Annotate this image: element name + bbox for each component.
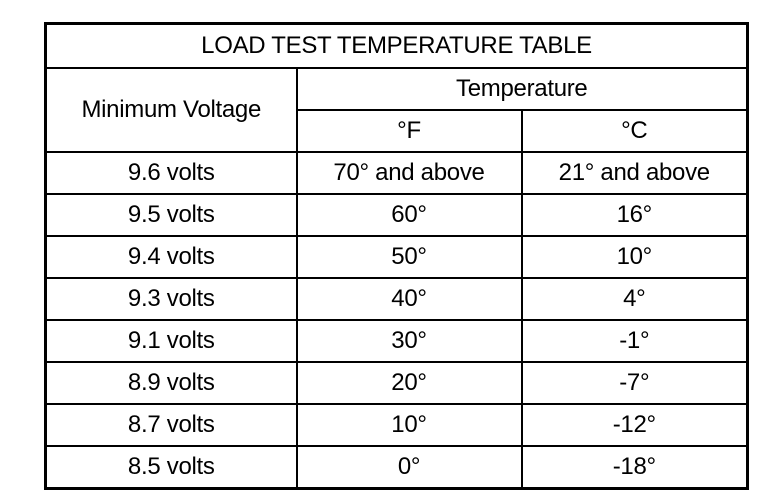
voltage-cell: 9.1 volts: [44, 319, 298, 363]
data-row: 8.9 volts 20° -7°: [44, 361, 749, 405]
voltage-cell: 9.6 volts: [44, 151, 298, 195]
data-row: 8.5 volts 0° -18°: [44, 445, 749, 490]
fahrenheit-cell: 10°: [295, 403, 523, 447]
fahrenheit-cell: 30°: [295, 319, 523, 363]
fahrenheit-cell: 60°: [295, 193, 523, 237]
header-row: Minimum Voltage Temperature: [44, 67, 749, 153]
celsius-cell: 10°: [520, 235, 749, 279]
table-body: LOAD TEST TEMPERATURE TABLE Minimum Volt…: [44, 22, 749, 490]
celsius-cell: -18°: [520, 445, 749, 490]
voltage-cell: 9.3 volts: [44, 277, 298, 321]
table-title: LOAD TEST TEMPERATURE TABLE: [44, 22, 749, 69]
data-row: 9.1 volts 30° -1°: [44, 319, 749, 363]
unit-row: °F °C: [46, 109, 749, 153]
celsius-cell: 4°: [520, 277, 749, 321]
voltage-cell: 9.4 volts: [44, 235, 298, 279]
celsius-header: °C: [520, 109, 749, 153]
celsius-cell: 16°: [520, 193, 749, 237]
title-row: LOAD TEST TEMPERATURE TABLE: [44, 22, 749, 69]
temperature-header: Temperature: [295, 67, 749, 111]
celsius-cell: -7°: [520, 361, 749, 405]
voltage-cell: 8.9 volts: [44, 361, 298, 405]
fahrenheit-header: °F: [295, 109, 523, 153]
min-voltage-header: Minimum Voltage: [44, 67, 298, 153]
celsius-cell: -1°: [520, 319, 749, 363]
data-row: 8.7 volts 10° -12°: [44, 403, 749, 447]
celsius-cell: -12°: [520, 403, 749, 447]
fahrenheit-cell: 50°: [295, 235, 523, 279]
voltage-cell: 9.5 volts: [44, 193, 298, 237]
fahrenheit-cell: 70° and above: [295, 151, 523, 195]
voltage-cell: 8.7 volts: [44, 403, 298, 447]
voltage-cell: 8.5 volts: [44, 445, 298, 490]
data-row: 9.6 volts 70° and above 21° and above: [44, 151, 749, 195]
data-row: 9.3 volts 40° 4°: [44, 277, 749, 321]
celsius-cell: 21° and above: [520, 151, 749, 195]
data-row: 9.5 volts 60° 16°: [44, 193, 749, 237]
data-row: 9.4 volts 50° 10°: [44, 235, 749, 279]
fahrenheit-cell: 40°: [295, 277, 523, 321]
fahrenheit-cell: 0°: [295, 445, 523, 490]
load-test-table: LOAD TEST TEMPERATURE TABLE Minimum Volt…: [44, 22, 750, 490]
fahrenheit-cell: 20°: [295, 361, 523, 405]
